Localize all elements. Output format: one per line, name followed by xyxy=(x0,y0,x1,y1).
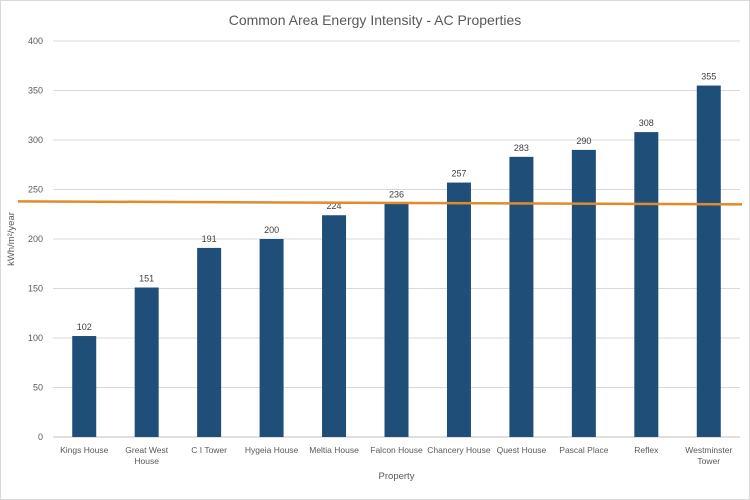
data-label: 308 xyxy=(639,118,654,128)
bars xyxy=(72,85,721,438)
data-label: 102 xyxy=(77,322,92,332)
y-tick-label: 250 xyxy=(28,185,43,195)
y-axis-ticks: 0 50 100 150 200 250 300 350 400 xyxy=(28,36,43,442)
y-tick-label: 350 xyxy=(28,86,43,96)
data-label: 200 xyxy=(264,225,279,235)
x-tick-label: Westminster Tower xyxy=(685,445,732,466)
x-tick-label: Great West House xyxy=(125,445,168,466)
bar xyxy=(384,203,409,437)
y-tick-label: 50 xyxy=(33,383,43,393)
y-tick-label: 100 xyxy=(28,333,43,343)
x-tick-label: Falcon House xyxy=(370,445,423,455)
bar xyxy=(696,85,721,438)
y-tick-label: 400 xyxy=(28,36,43,46)
x-tick-label: C I Tower xyxy=(191,445,227,455)
y-tick-label: 200 xyxy=(28,234,43,244)
x-tick-label: Reflex xyxy=(634,445,659,455)
bar xyxy=(259,239,284,437)
y-tick-label: 150 xyxy=(28,284,43,294)
bar xyxy=(446,182,471,437)
data-label: 224 xyxy=(327,201,342,211)
x-axis-title: Property xyxy=(379,471,415,482)
data-labels: 102 151 191 200 224 236 257 283 290 308 355 xyxy=(77,72,717,332)
x-tick-label: Meltia House xyxy=(309,445,359,455)
data-label: 283 xyxy=(514,143,529,153)
bar xyxy=(322,215,347,437)
bar xyxy=(197,247,222,437)
y-tick-label: 300 xyxy=(28,135,43,145)
chart-title: Common Area Energy Intensity - AC Proper… xyxy=(228,12,522,28)
y-axis-title: kWh/m²/year xyxy=(6,212,17,266)
data-label: 236 xyxy=(389,189,404,199)
bar xyxy=(571,149,596,437)
average-reference-line xyxy=(17,200,743,206)
x-tick-label: Hygeia House xyxy=(245,445,299,455)
y-tick-label: 0 xyxy=(38,432,43,442)
x-axis-ticks: Kings House Great West House C I Tower Hygei… xyxy=(60,445,732,466)
data-label: 290 xyxy=(576,136,591,146)
x-tick-label: Kings House xyxy=(60,445,108,455)
bar xyxy=(509,156,534,437)
data-label: 355 xyxy=(701,72,716,82)
bar xyxy=(72,336,97,437)
data-label: 257 xyxy=(451,169,466,179)
x-tick-label: Pascal Place xyxy=(559,445,608,455)
bar xyxy=(134,287,159,437)
data-label: 151 xyxy=(139,274,154,284)
bar xyxy=(634,132,659,437)
x-tick-label: Chancery House xyxy=(427,445,491,455)
data-label: 191 xyxy=(202,234,217,244)
x-tick-label: Quest House xyxy=(497,445,547,455)
